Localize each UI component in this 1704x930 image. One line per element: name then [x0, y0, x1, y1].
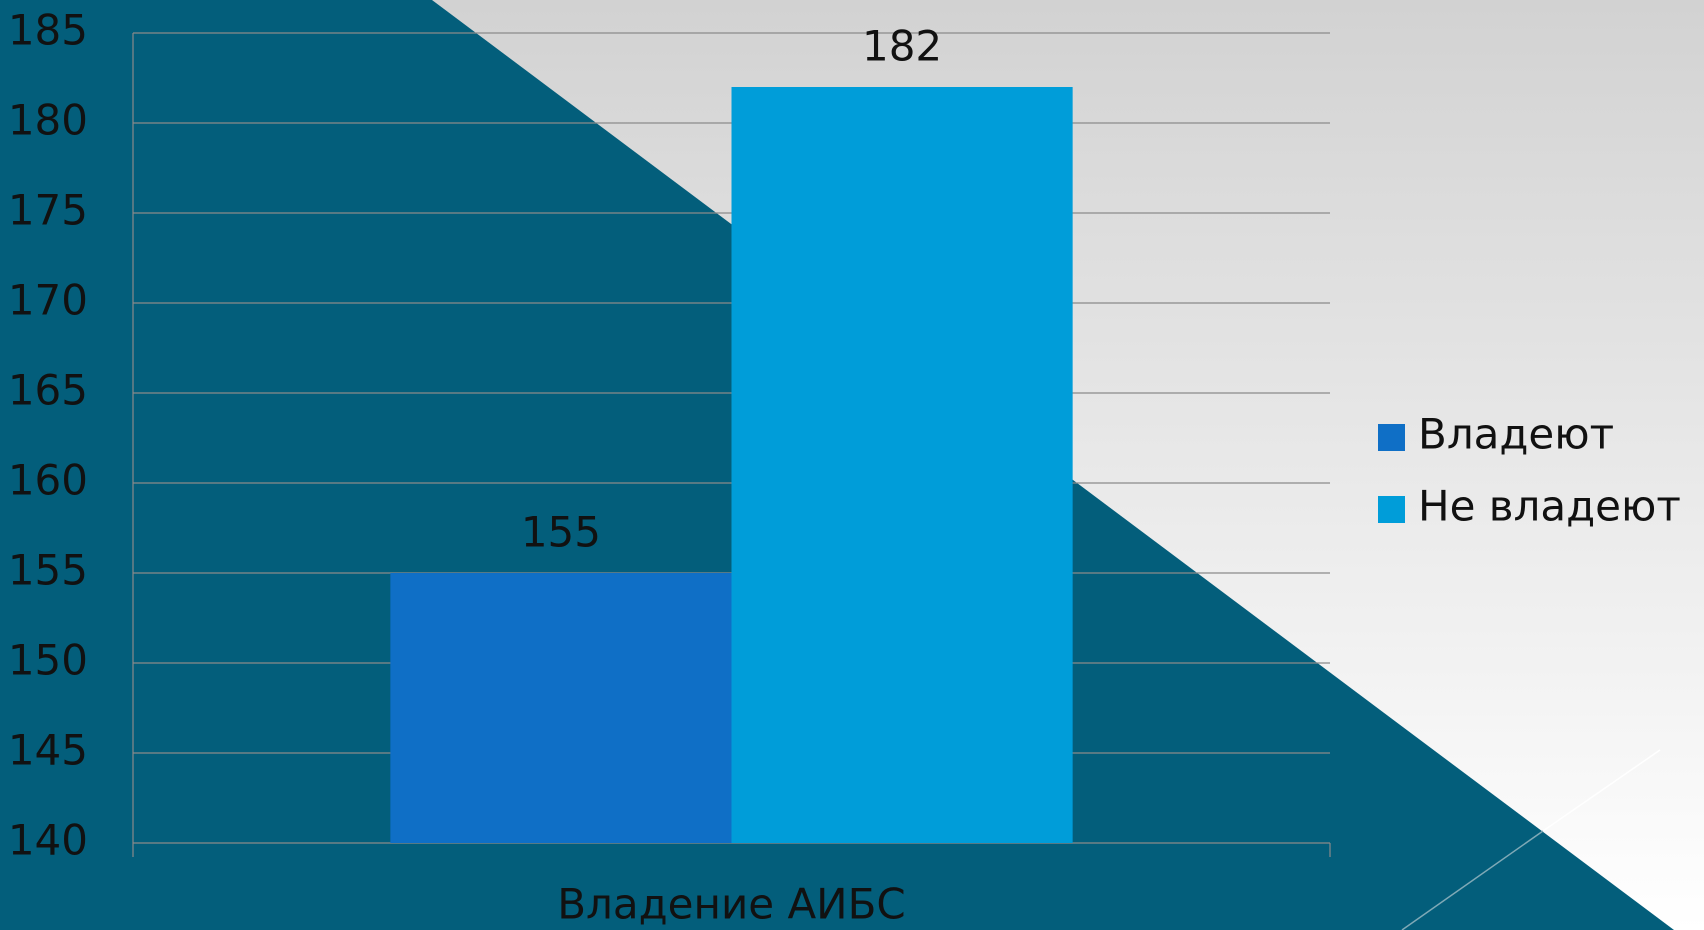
legend-swatch [1378, 496, 1405, 523]
decoration [1542, 749, 1661, 832]
y-tick-label: 185 [8, 6, 88, 55]
y-tick-label: 150 [8, 636, 88, 685]
legend-label: Владеют [1418, 410, 1614, 459]
y-tick-label: 140 [8, 816, 88, 865]
y-tick-label: 165 [8, 366, 88, 415]
data-label: 155 [521, 508, 601, 557]
y-tick-label: 160 [8, 456, 88, 505]
y-tick-label: 155 [8, 546, 88, 595]
data-label: 182 [862, 22, 942, 71]
bar [390, 573, 732, 843]
legend-swatch [1378, 424, 1405, 451]
decoration [1401, 830, 1544, 930]
y-tick-label: 180 [8, 96, 88, 145]
bar [731, 87, 1073, 843]
y-tick-label: 145 [8, 726, 88, 775]
legend-label: Не владеют [1418, 482, 1681, 531]
y-tick-label: 170 [8, 276, 88, 325]
y-tick-label: 175 [8, 186, 88, 235]
x-tick-label: Владение АИБС [557, 880, 906, 929]
